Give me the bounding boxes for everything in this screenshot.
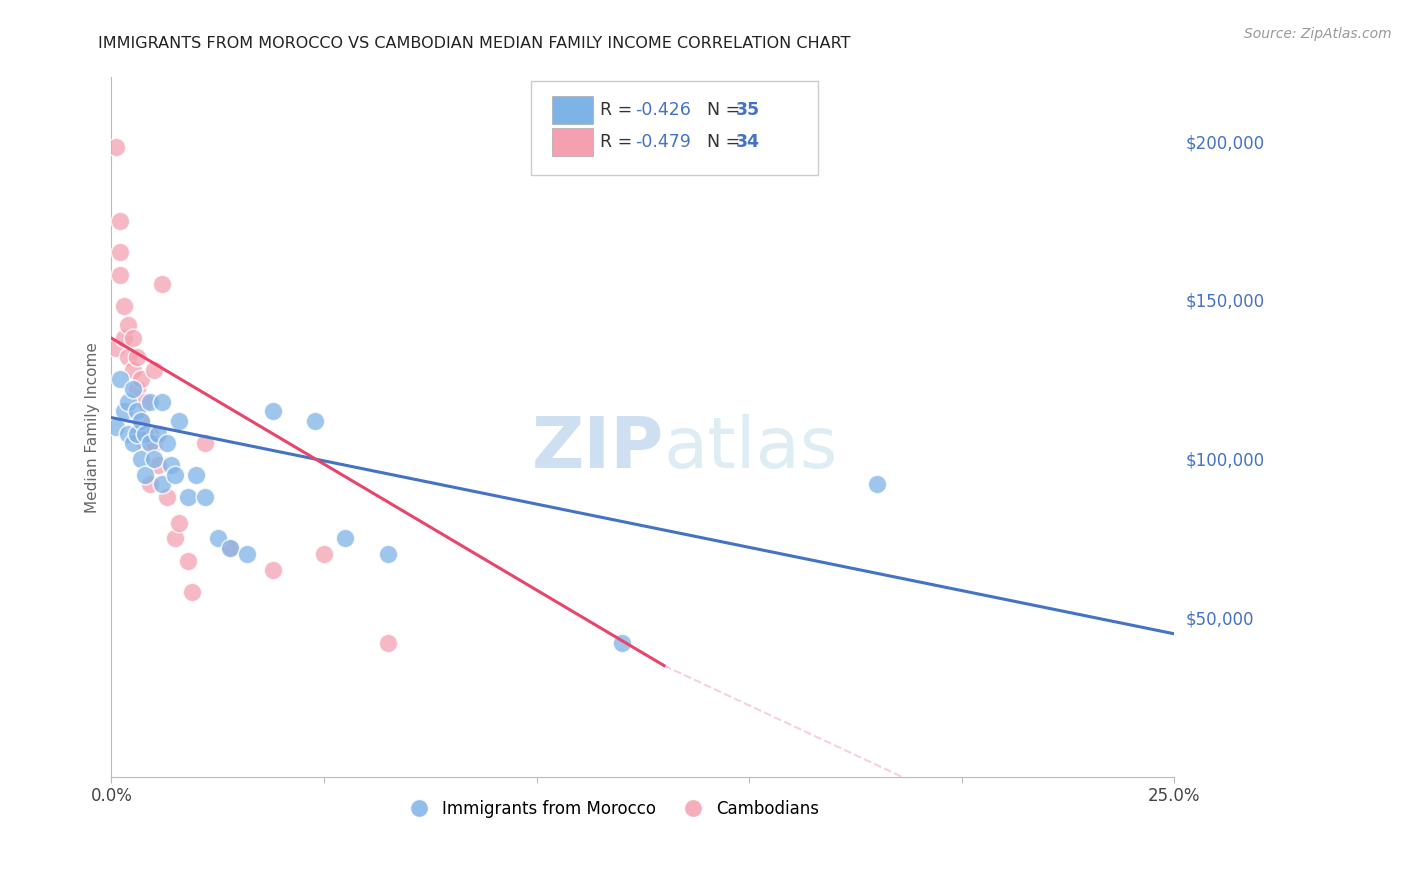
Point [165,467,187,482]
Point [152,277,174,291]
Point [121,363,143,377]
Point [177,490,200,504]
Point [108,372,131,386]
Point [160,458,183,473]
Point [108,268,131,282]
Point [377,547,399,561]
Point [304,414,326,428]
Point [129,372,152,386]
Point [112,331,135,345]
Point [121,382,143,396]
Text: R =: R = [600,134,638,152]
Point [134,394,156,409]
Text: R =: R = [600,102,638,120]
Point [142,436,165,450]
Point [219,541,242,555]
Point [138,394,160,409]
Point [165,532,187,546]
Point [121,331,143,345]
Point [104,420,127,434]
Point [129,452,152,467]
Point [262,563,284,577]
Text: N =: N = [696,102,745,120]
Point [146,426,169,441]
Point [134,426,156,441]
Point [194,436,217,450]
Point [138,436,160,450]
Point [169,414,191,428]
Text: Source: ZipAtlas.com: Source: ZipAtlas.com [1244,27,1392,41]
Point [117,426,139,441]
Point [207,532,229,546]
Point [236,547,259,561]
Point [219,541,242,555]
Point [125,382,148,396]
Point [134,467,156,482]
Point [138,426,160,441]
Point [117,394,139,409]
Point [117,350,139,364]
Y-axis label: Median Family Income: Median Family Income [86,342,100,513]
Text: 35: 35 [737,102,761,120]
Point [108,213,131,227]
Text: atlas: atlas [664,414,838,483]
Point [125,426,148,441]
Point [610,636,633,650]
Point [104,140,127,154]
Point [865,477,887,491]
Point [129,426,152,441]
Point [377,636,399,650]
Point [104,341,127,355]
Point [125,404,148,418]
Point [186,467,208,482]
Point [262,404,284,418]
Point [194,490,217,504]
Text: IMMIGRANTS FROM MOROCCO VS CAMBODIAN MEDIAN FAMILY INCOME CORRELATION CHART: IMMIGRANTS FROM MOROCCO VS CAMBODIAN MED… [98,36,851,51]
FancyBboxPatch shape [531,81,818,176]
Text: -0.479: -0.479 [636,134,692,152]
Text: N =: N = [696,134,745,152]
Point [112,404,135,418]
Point [312,547,335,561]
Point [152,477,174,491]
Point [177,554,200,568]
Point [125,350,148,364]
Point [152,394,174,409]
Point [335,532,357,546]
Point [156,490,179,504]
Point [146,458,169,473]
Point [108,245,131,260]
FancyBboxPatch shape [553,96,593,124]
Point [156,436,179,450]
Point [142,452,165,467]
Point [169,516,191,530]
Point [117,318,139,333]
Point [112,299,135,313]
Point [129,414,152,428]
Legend: Immigrants from Morocco, Cambodians: Immigrants from Morocco, Cambodians [395,793,827,824]
Text: ZIP: ZIP [531,414,664,483]
Point [138,477,160,491]
Text: 34: 34 [737,134,761,152]
Point [129,414,152,428]
Point [181,585,204,599]
Point [121,436,143,450]
Point [134,436,156,450]
Point [142,363,165,377]
Text: -0.426: -0.426 [636,102,692,120]
FancyBboxPatch shape [553,128,593,156]
